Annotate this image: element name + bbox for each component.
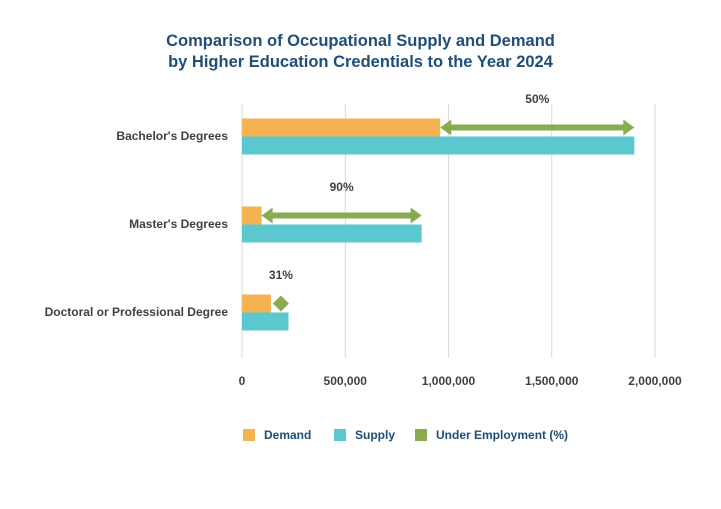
legend-label-under-employment: Under Employment (%)	[436, 428, 569, 442]
legend-swatch-demand	[243, 429, 255, 441]
legend-item-demand: Demand	[243, 426, 311, 444]
legend-label-supply: Supply	[355, 428, 396, 442]
bar-demand-2	[242, 294, 271, 313]
x-tick-label-2: 1,000,000	[422, 374, 476, 388]
under-employment-label-2: 31%	[269, 268, 293, 282]
category-label-2: Doctoral or Professional Degree	[45, 305, 229, 319]
under-employment-arrow-head-right-1	[410, 207, 422, 224]
category-label-1: Master's Degrees	[129, 217, 228, 231]
x-tick-label-0: 0	[239, 374, 246, 388]
legend-item-supply: Supply	[334, 426, 395, 444]
under-employment-arrow-head-left-0	[440, 119, 452, 136]
bar-supply-0	[242, 136, 635, 155]
chart-title: Comparison of Occupational Supply and De…	[0, 31, 721, 73]
bar-demand-0	[242, 118, 441, 137]
bar-demand-1	[242, 206, 262, 225]
category-label-0: Bachelor's Degrees	[116, 129, 228, 143]
legend-item-under-employment: Under Employment (%)	[415, 426, 568, 444]
bar-supply-1	[242, 224, 422, 243]
bar-supply-2	[242, 312, 289, 331]
x-tick-label-3: 1,500,000	[525, 374, 579, 388]
under-employment-label-0: 50%	[525, 92, 549, 106]
under-employment-label-1: 90%	[330, 180, 354, 194]
chart-title-line-2: by Higher Education Credentials to the Y…	[168, 53, 553, 71]
x-tick-label-1: 500,000	[324, 374, 368, 388]
under-employment-arrow-head-left-1	[261, 207, 273, 224]
legend-swatch-under-employment	[415, 429, 427, 441]
under-employment-arrow-head-right-0	[623, 119, 635, 136]
legend-label-demand: Demand	[264, 428, 312, 442]
legend-swatch-supply	[334, 429, 346, 441]
x-tick-label-4: 2,000,000	[628, 374, 682, 388]
under-employment-marker-2	[272, 295, 289, 312]
chart-title-line-1: Comparison of Occupational Supply and De…	[166, 32, 555, 50]
chart-legend: Demand Supply Under Employment (%)	[0, 426, 721, 444]
